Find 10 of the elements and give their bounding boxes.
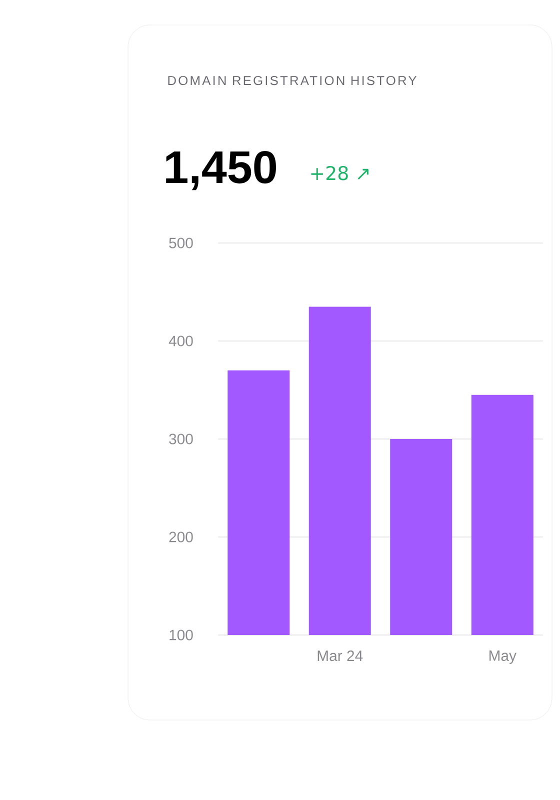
y-tick-label: 300 <box>169 434 193 444</box>
chart-title: DOMAIN REGISTRATION HISTORY <box>168 76 417 86</box>
y-tick-label: 500 <box>169 238 193 248</box>
y-tick-label: 400 <box>168 336 193 346</box>
y-tick-label: 200 <box>169 532 193 542</box>
y-tick-label: 100 <box>170 630 193 640</box>
x-tick-label: May <box>489 650 516 664</box>
text: 1,450 <box>166 150 276 190</box>
x-tick-label: Mar 24 <box>318 650 363 662</box>
text: +28 ↗ <box>311 166 368 180</box>
